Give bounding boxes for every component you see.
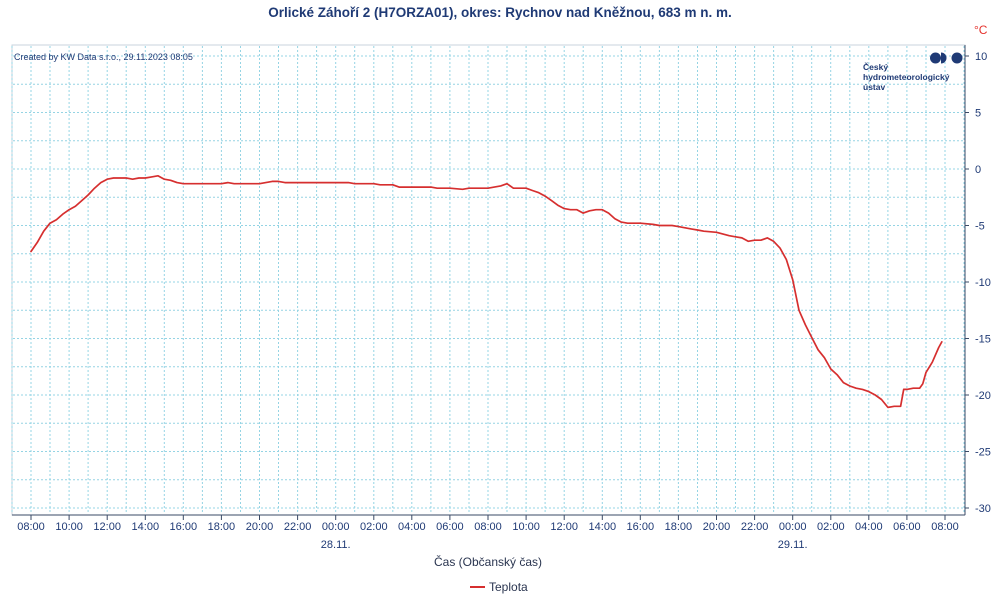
x-tick-label: 14:00 — [589, 521, 617, 533]
x-tick-label: 02:00 — [817, 521, 845, 533]
grid — [11, 46, 965, 514]
logo-text-line: hydrometeorologický — [863, 72, 950, 82]
credit-text: Created by KW Data s.r.o., 29.11.2023 08… — [14, 52, 193, 62]
logo-text-line: Český — [863, 61, 888, 72]
x-tick-label: 22:00 — [741, 521, 769, 533]
x-date-label: 28.11. — [321, 539, 351, 551]
x-tick-label: 16:00 — [170, 521, 198, 533]
y-tick-label: 10 — [975, 51, 987, 63]
x-tick-label: 00:00 — [322, 521, 350, 533]
y-tick-label: -20 — [975, 390, 991, 402]
temperature-series-line — [30, 174, 943, 409]
x-date-label: 29.11. — [778, 539, 808, 551]
x-tick-label: 06:00 — [893, 521, 921, 533]
x-tick-label: 12:00 — [93, 521, 121, 533]
x-tick-label: 10:00 — [55, 521, 83, 533]
y-axis-unit: °C — [974, 23, 988, 37]
y-tick-label: -5 — [975, 221, 985, 233]
series-layer — [30, 174, 943, 409]
x-tick-label: 16:00 — [627, 521, 655, 533]
x-tick-label: 04:00 — [398, 521, 426, 533]
y-tick-label: -10 — [975, 277, 991, 289]
chmu-logo: Český hydrometeorologický ústav — [863, 52, 963, 92]
x-tick-label: 10:00 — [512, 521, 540, 533]
y-tick-label: -15 — [975, 334, 991, 346]
x-tick-label: 08:00 — [17, 521, 45, 533]
y-tick-label: -25 — [975, 447, 991, 459]
x-axis-ticks: 08:00 10:00 12:00 14:00 16:00 18:00 20:00 22:00… — [17, 515, 959, 551]
x-tick-label: 06:00 — [436, 521, 464, 533]
x-tick-label: 18:00 — [208, 521, 236, 533]
x-tick-label: 08:00 — [931, 521, 959, 533]
x-tick-label: 20:00 — [703, 521, 731, 533]
x-tick-label: 02:00 — [360, 521, 388, 533]
x-tick-label: 08:00 — [474, 521, 502, 533]
x-tick-label: 20:00 — [246, 521, 274, 533]
chmu-logo-icon — [930, 52, 963, 64]
legend: Teplota — [470, 580, 528, 594]
x-axis-title: Čas (Občanský čas) — [434, 554, 542, 569]
y-tick-label: -30 — [975, 503, 991, 515]
x-tick-label: 12:00 — [550, 521, 578, 533]
y-axis-ticks: 10 5 0 -5 -10 -15 -20 -25 -30 — [965, 51, 991, 515]
y-tick-label: 0 — [975, 164, 981, 176]
x-tick-label: 22:00 — [284, 521, 312, 533]
x-tick-label: 00:00 — [779, 521, 807, 533]
y-tick-label: 5 — [975, 108, 981, 120]
x-tick-label: 14:00 — [132, 521, 160, 533]
legend-label: Teplota — [489, 580, 528, 594]
logo-text-line: ústav — [863, 82, 885, 92]
chart-title: Orlické Záhoří 2 (H7ORZA01), okres: Rych… — [268, 5, 732, 20]
x-tick-label: 04:00 — [855, 521, 883, 533]
x-tick-label: 18:00 — [665, 521, 693, 533]
